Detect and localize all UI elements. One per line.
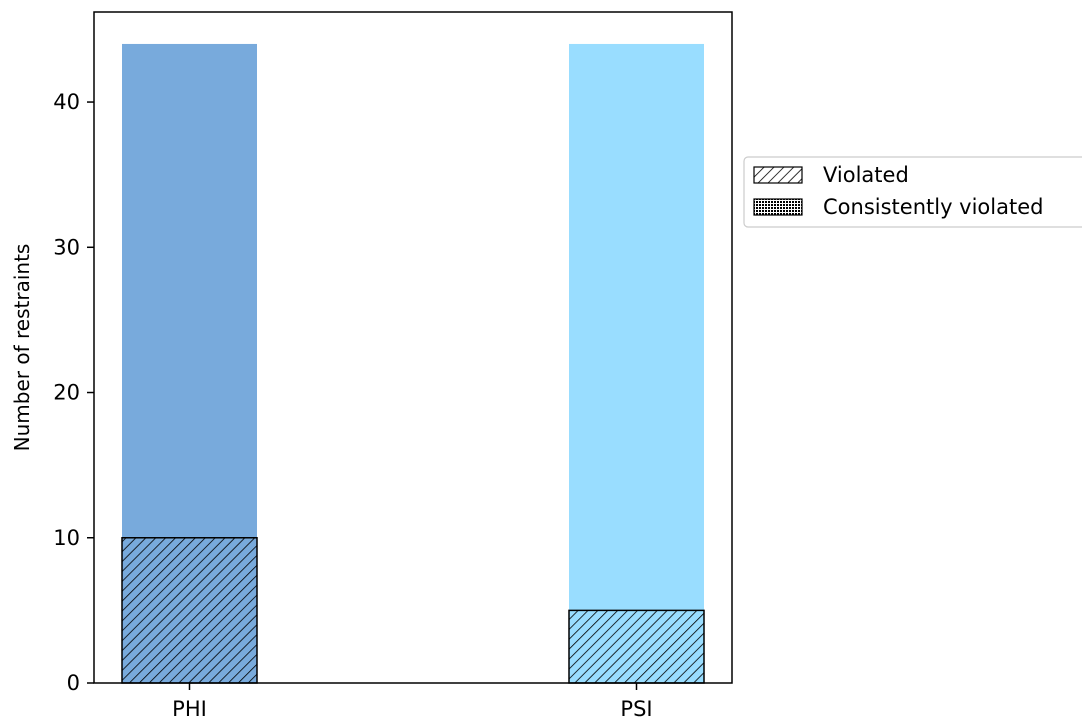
y-tick-label: 10 [53,526,80,550]
x-axis: PHI PSI [172,683,653,721]
bars-layer [121,43,705,684]
y-axis: 0 10 20 30 40 [53,90,94,695]
legend-item-violated: Violated [753,163,909,187]
y-tick-label: 0 [67,671,80,695]
y-tick-label: 20 [53,381,80,405]
x-tick-label-phi: PHI [172,697,207,719]
bar-total-psi [569,43,704,683]
bar-violated-hatch-psi [568,609,705,684]
legend-frame [743,156,1082,228]
legend-label-violated: Violated [823,163,909,187]
bar-violated-hatch-phi [121,537,258,684]
legend-item-consistently-violated: Consistently violated [753,195,1043,219]
plot-frame [93,11,733,684]
y-tick-label: 40 [53,90,80,114]
y-axis-label: Number of restraints [10,244,34,452]
x-tick-label-psi: PSI [620,697,652,719]
y-tick-label: 30 [53,235,80,259]
legend-swatch-consistently-violated [753,198,803,216]
legend-label-consistently-violated: Consistently violated [823,195,1043,219]
legend: Violated Consistently violated [743,156,1082,228]
legend-swatch-violated [753,166,803,184]
